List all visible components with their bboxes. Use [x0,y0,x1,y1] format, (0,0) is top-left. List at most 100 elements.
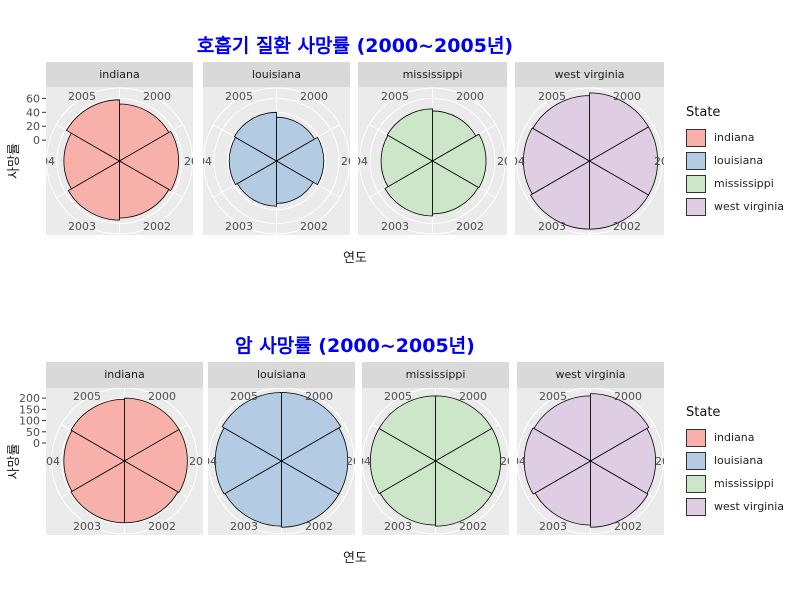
theta-tick-label: 004 [39,455,60,468]
bar-2002 [281,460,340,528]
theta-tick-label: 2003 [538,220,566,233]
bar-2001 [118,130,179,192]
bar-2002 [432,160,479,215]
facet-panel-louisiana: louisiana 2000 200 2002 2003 004 2005 [196,362,367,535]
theta-tick-label: 2005 [539,390,567,403]
bar-2004 [523,127,591,195]
bar-2001 [275,136,325,186]
legend-swatch [686,128,706,147]
cancer-plot: indiana200020020022003004200505010015020… [7,362,676,566]
theta-tick-label: 2000 [613,90,641,103]
bar-2005 [70,398,125,462]
y-axis-label: 사망률 [7,444,22,480]
theta-tick-label: 2003 [73,520,101,533]
y-tick-label: 60 [26,92,40,105]
chart-title: 호흡기 질환 사망률 (2000~2005년) [196,35,514,57]
bar-2002 [276,160,314,204]
y-tick-label: 50 [26,426,40,439]
bar-2002 [435,460,493,527]
bar-2002 [590,460,649,528]
theta-tick-label: 2003 [384,520,412,533]
facet-panel-west-virginia: west virginia 2000 200 2002 2003 004 2005 [504,62,675,235]
legend-swatch [686,474,706,493]
facet-strip [362,362,509,388]
theta-tick-label: 2002 [143,220,171,233]
facet-label: mississippi [403,68,463,81]
theta-tick-label: 200 [346,455,367,468]
theta-tick-label: 2005 [384,390,412,403]
theta-tick-label: 004 [504,155,525,168]
facet-label: west virginia [554,68,624,81]
theta-tick-label: 200 [654,155,675,168]
bar-2005 [378,395,436,462]
legend-swatch [686,497,706,516]
legend-item-indiana: indiana [686,126,784,149]
theta-tick-label: 2002 [614,520,642,533]
legend-item-indiana: indiana [686,426,784,449]
facet-strip [203,62,350,87]
bar-2003 [67,160,120,221]
theta-tick-label: 200 [184,155,205,168]
theta-tick-label: 2000 [614,390,642,403]
bar-2004 [228,136,278,186]
theta-tick-label: 200 [189,455,210,468]
bar-2003 [534,460,591,526]
theta-tick-label: 004 [505,455,526,468]
bar-2005 [65,99,120,162]
x-axis-label: 연도 [343,551,367,566]
legend-label: louisiana [714,454,764,467]
bar-2004 [370,427,437,495]
legend-swatch [686,428,706,447]
theta-tick-label: 2000 [459,390,487,403]
facet-strip [46,362,203,388]
facet-label: mississippi [406,368,466,381]
bar-2004 [214,427,283,495]
bar-2004 [380,134,434,188]
y-tick-label: 0 [33,134,40,147]
bar-2003 [379,460,436,526]
bar-2005 [532,95,590,162]
cancer-chart: 암 사망률 (2000~2005년) indiana 2000 200 2002 200… [0,300,800,600]
bar-2000 [432,110,477,162]
theta-tick-label: 2002 [613,220,641,233]
theta-tick-label: 2003 [225,220,253,233]
theta-tick-label: 004 [191,155,212,168]
facet-panel-mississippi: mississippi 2000 200 2002 2003 004 2005 [358,62,518,235]
theta-tick-label: 2005 [538,90,566,103]
legend-title: State [686,105,721,120]
y-tick-label: 40 [26,106,40,119]
theta-tick-label: 200 [655,455,676,468]
facet-panel-louisiana: louisiana 2000 200 2002 2003 004 2005 [191,62,350,235]
y-axis-label: 사망률 [7,143,22,179]
bar-2003 [529,160,590,230]
theta-tick-label: 2005 [230,390,258,403]
facet-label: indiana [104,368,145,381]
bar-2005 [233,111,277,162]
theta-tick-label: 004 [34,155,55,168]
bar-2004 [523,427,592,495]
legend-label: mississippi [714,477,774,490]
legend-item-louisiana: louisiana [686,449,784,472]
y-tick-label: 200 [19,392,40,405]
x-axis-label: 연도 [343,251,367,266]
bar-2002 [119,160,170,219]
legend-swatch [686,174,706,193]
facet-strip [208,362,355,388]
theta-tick-label: 2003 [539,520,567,533]
legend-label: indiana [714,131,755,144]
facet-strip [46,62,193,87]
bar-2000 [590,393,650,462]
facet-panel-west-virginia: west virginia 2000 200 2002 2003 004 2005 [505,362,676,535]
bar-2003 [236,160,277,207]
facet-strip [515,62,664,87]
bar-2001 [588,126,658,196]
theta-tick-label: 200 [497,155,518,168]
bar-2001 [589,427,656,495]
bar-2002 [589,160,650,230]
theta-tick-label: 004 [196,455,217,468]
bar-2005 [386,108,433,162]
facet-strip [517,362,664,388]
facet-panel-mississippi: mississippi 2000 200 2002 2003 004 2005 [362,362,509,535]
facet-label: west virginia [555,368,625,381]
theta-tick-label: 2000 [300,90,328,103]
